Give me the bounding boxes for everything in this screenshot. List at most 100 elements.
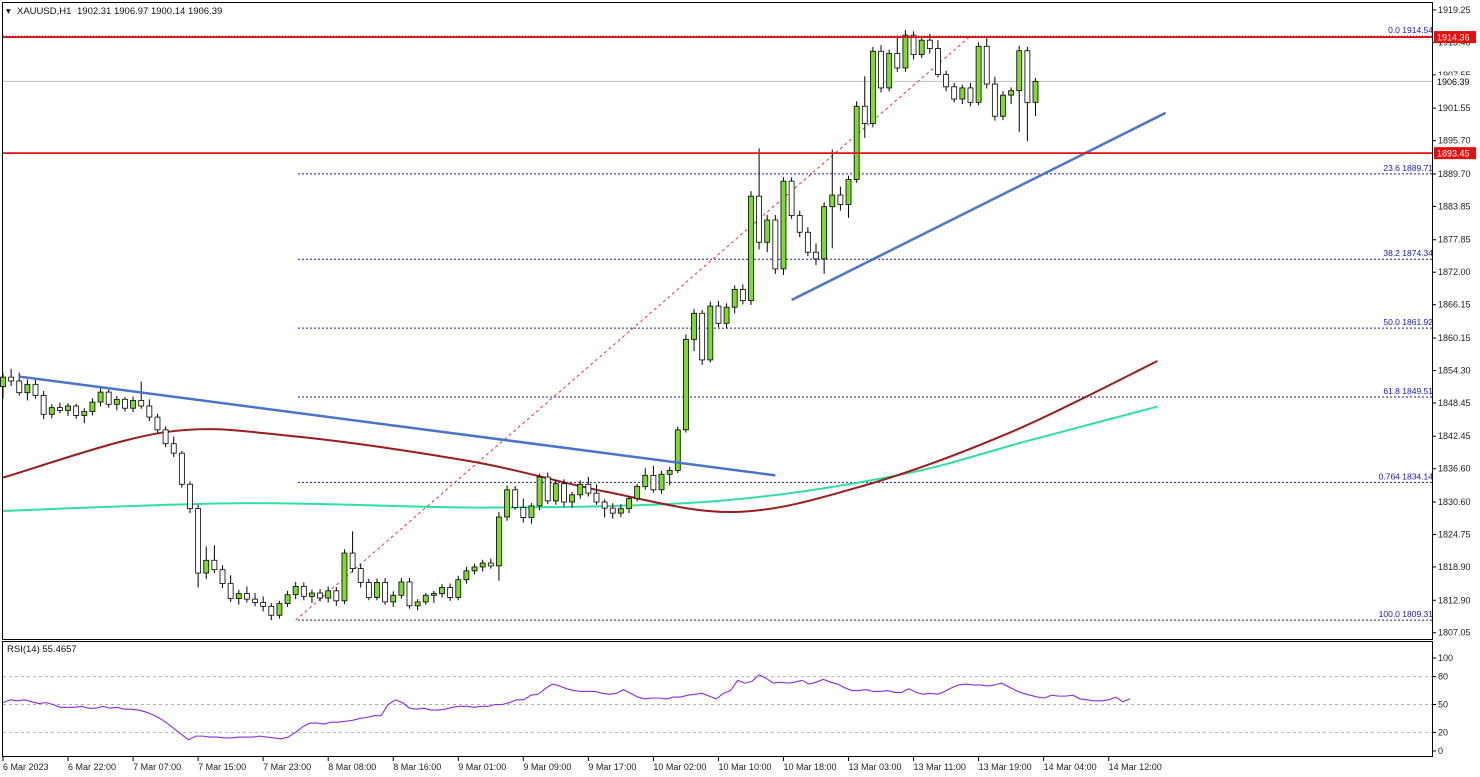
candle [683,334,689,433]
candle [398,578,405,599]
candle [48,404,55,419]
candle-body [707,305,714,361]
candle-body [878,50,884,89]
candle [349,531,356,573]
y-axis-label: 1824.75 [1438,529,1471,539]
y-axis-label: 1842.45 [1438,431,1471,441]
candle-body [520,507,527,518]
candle [918,35,925,58]
candle-body [0,376,6,387]
x-axis-label: 6 Mar 2023 [3,762,49,772]
candle-body [341,552,348,602]
candle-body [756,195,762,243]
candle-body [81,411,88,416]
candle-body [715,305,722,324]
candle-body [577,483,584,496]
candle [870,46,876,128]
fib-level-label: 0.0 1914.54 [1388,25,1433,35]
candle [837,186,844,211]
candle [40,390,47,420]
candle [796,210,803,238]
candle-body [32,383,39,396]
candle [674,426,681,474]
y-axis-label: 1812.90 [1438,595,1471,605]
x-axis-label: 14 Mar 04:00 [1044,762,1097,772]
candle-body [959,87,966,100]
candle-body [268,605,275,616]
candle [16,372,23,396]
y-axis-label: 1830.60 [1438,497,1471,507]
candle-body [918,39,925,56]
candle-body [471,566,478,572]
y-axis-label: 1836.60 [1438,464,1471,474]
x-axis-label: 8 Mar 16:00 [393,762,441,772]
candle [406,578,413,609]
candle-body [309,592,315,597]
candle-body [300,585,307,597]
candle-body [943,74,949,88]
candle [268,603,275,621]
candle-body [609,507,616,514]
candle-body [1032,80,1039,103]
candle [1024,46,1031,142]
candle-body [1024,50,1031,103]
candle [585,477,592,497]
candle [528,503,535,524]
candle [138,381,145,409]
candle [447,583,454,601]
candle-body [496,516,502,567]
candle-body [861,105,868,124]
candle-body [16,380,23,394]
candle-body [89,401,96,412]
x-axis-label: 10 Mar 10:00 [718,762,771,772]
candle [122,397,128,412]
candle-body [683,338,689,431]
candle-body [178,452,185,485]
candle [788,177,795,219]
candle [170,436,177,458]
candle [113,395,120,411]
level-high-label: 1914.36 [1437,33,1470,43]
candle [739,284,746,305]
x-axis-label: 14 Mar 12:00 [1109,762,1162,772]
y-axis-label: 1860.15 [1438,333,1471,343]
candle [357,564,364,588]
candle-body [374,582,380,598]
x-axis-label: 13 Mar 03:00 [849,762,902,772]
candle-body [772,219,779,270]
candle [943,70,949,92]
candle [105,389,112,408]
candle-body [447,587,454,598]
candle [1008,87,1015,105]
candle-body [1016,50,1023,92]
x-axis-label: 7 Mar 15:00 [198,762,246,772]
candle [374,578,380,601]
candle [723,303,730,329]
candle [699,309,706,365]
candle-body [357,568,364,583]
candle-body [569,494,575,503]
candle [772,215,779,274]
candle [552,479,559,505]
y-axis-label: 1907.55 [1438,70,1471,80]
candle-body [788,180,795,216]
candle-body [544,476,551,502]
rsi-axis-label: 100 [1438,653,1453,663]
candle [642,468,649,490]
candle-body [780,180,787,270]
candle-body [235,593,242,599]
candle [235,589,242,605]
candle [292,581,299,600]
candle-body [601,501,608,509]
candle [455,575,462,601]
candle-body [658,473,665,491]
candle-body [617,508,624,514]
candle [853,101,860,183]
candle [967,82,974,107]
candle-body [504,489,510,518]
candle-body [292,585,299,596]
candle-body [699,312,706,361]
candle-body [626,498,632,510]
candle [260,596,267,612]
